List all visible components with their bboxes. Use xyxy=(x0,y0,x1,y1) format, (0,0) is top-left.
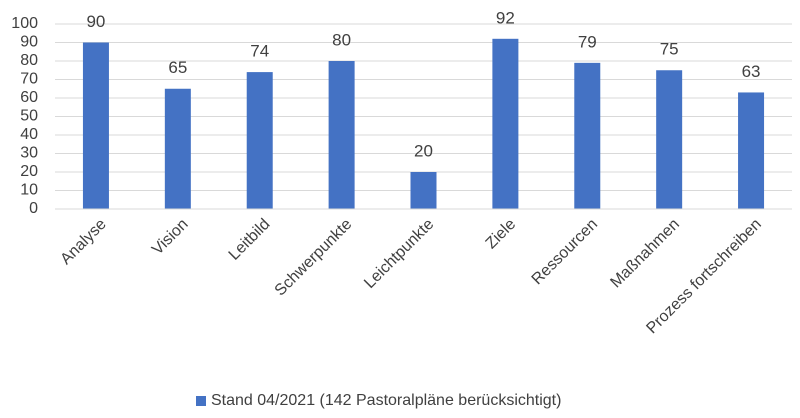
y-tick-label: 30 xyxy=(20,145,38,162)
data-label: 75 xyxy=(660,40,679,59)
data-label: 65 xyxy=(168,58,187,77)
data-label: 90 xyxy=(86,12,105,31)
data-label: 79 xyxy=(578,32,597,51)
y-tick-label: 10 xyxy=(20,182,38,199)
bar xyxy=(738,92,765,209)
y-tick-label: 100 xyxy=(11,15,38,32)
data-label: 63 xyxy=(742,62,761,81)
bar xyxy=(246,72,273,209)
y-tick-label: 90 xyxy=(20,34,38,51)
y-tick-label: 40 xyxy=(20,126,38,143)
x-tick-label: Maßnahmen xyxy=(607,216,683,292)
y-tick-label: 50 xyxy=(20,108,38,125)
bar xyxy=(574,62,601,209)
y-tick-label: 0 xyxy=(29,200,38,217)
bar xyxy=(410,172,437,209)
x-tick-label: Ressourcen xyxy=(529,216,601,288)
data-label: 92 xyxy=(496,8,515,27)
bar xyxy=(164,88,191,209)
data-label: 74 xyxy=(250,42,269,61)
data-label: 80 xyxy=(332,30,351,49)
x-tick-label: Schwerpunkte xyxy=(272,216,356,300)
x-tick-label: Leichtpunkte xyxy=(361,216,437,292)
legend-swatch xyxy=(196,396,206,406)
x-tick-label: Leitbild xyxy=(226,216,274,264)
bar xyxy=(492,38,519,209)
x-tick-label: Vision xyxy=(149,216,192,259)
data-label: 20 xyxy=(414,141,433,160)
bar xyxy=(656,70,683,209)
legend-label: Stand 04/2021 (142 Pastoralpläne berücks… xyxy=(211,392,561,409)
y-tick-label: 20 xyxy=(20,163,38,180)
x-tick-label: Analyse xyxy=(57,216,109,268)
bar xyxy=(328,61,355,209)
y-tick-label: 60 xyxy=(20,89,38,106)
bar xyxy=(82,42,109,209)
y-tick-label: 70 xyxy=(20,71,38,88)
x-tick-label: Ziele xyxy=(483,216,520,253)
y-tick-label: 80 xyxy=(20,52,38,69)
